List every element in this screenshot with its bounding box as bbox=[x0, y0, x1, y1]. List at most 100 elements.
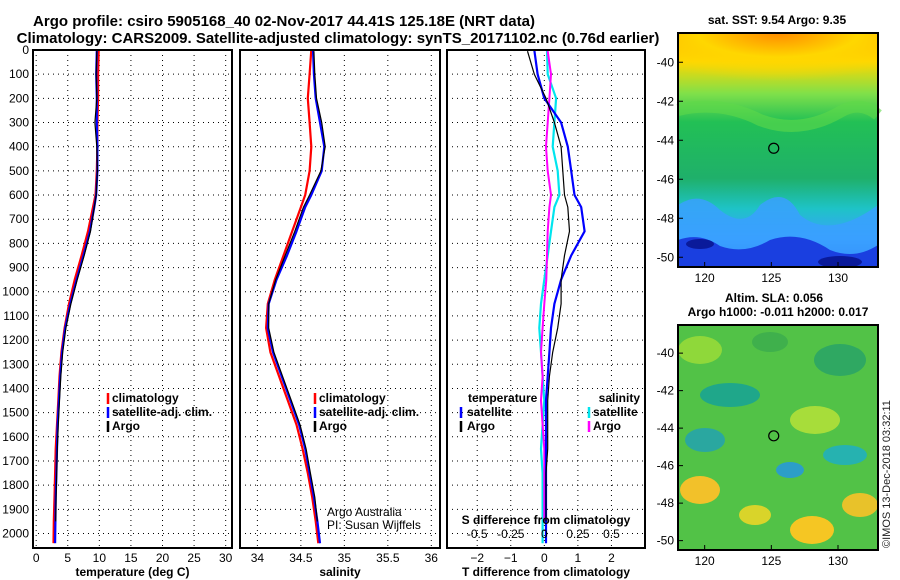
sst-map-title: sat. SST: 9.54 Argo: 9.35 bbox=[708, 13, 847, 27]
differences-s-xtick-label: 0 bbox=[541, 527, 548, 541]
salinity-xtick-label: 34.5 bbox=[289, 551, 313, 565]
sst-map-argo-position-marker bbox=[768, 142, 780, 154]
temperature-legend-label: Argo bbox=[112, 419, 140, 433]
sla-map-ytick-label: -44 bbox=[657, 421, 675, 435]
differences-s-xtick-label: -0.25 bbox=[497, 527, 525, 541]
differences-series-0 bbox=[538, 49, 561, 544]
temperature-ytick-label: 900 bbox=[9, 261, 29, 275]
sst-map-ytick-label: -44 bbox=[657, 133, 675, 147]
temperature-ytick-label: 1700 bbox=[2, 454, 29, 468]
temperature-ytick-label: 1500 bbox=[2, 406, 29, 420]
differences-xtick-label: 1 bbox=[575, 551, 582, 565]
temperature-ytick-label: 600 bbox=[9, 188, 29, 202]
difference-panel: −2 −1 0 1 2T difference from climatology S di… bbox=[446, 49, 646, 579]
salinity-frame bbox=[239, 49, 441, 549]
differences-series-3 bbox=[526, 51, 571, 522]
sst-map-xtick-label: 130 bbox=[828, 271, 848, 285]
sla-map-xtick-label: 130 bbox=[828, 554, 848, 568]
temperature-ytick-label: 1600 bbox=[2, 430, 29, 444]
salinity-xtick-label: 35 bbox=[338, 551, 352, 565]
sla-map-ytick-label: -50 bbox=[657, 534, 675, 548]
temperature-series-2 bbox=[55, 51, 99, 522]
salinity-series-0 bbox=[265, 49, 320, 544]
figure-title-line2: Climatology: CARS2009. Satellite-adjuste… bbox=[17, 30, 660, 47]
differences-xtick-label: 2 bbox=[608, 551, 615, 565]
temperature-series-1 bbox=[54, 49, 99, 544]
temperature-series-0 bbox=[52, 49, 100, 544]
temperature-xtick-label: 15 bbox=[124, 551, 138, 565]
sst-map-frame bbox=[677, 32, 879, 268]
sst-map-axes: 120 125 130 -40 -42 -44 -46 -48 -50 bbox=[657, 32, 879, 285]
sla-map-xtick-label: 120 bbox=[695, 554, 715, 568]
sla-map-ytick-label: -40 bbox=[657, 346, 675, 360]
sst-map-ytick-label: -50 bbox=[657, 250, 675, 264]
temperature-xtick-label: 0 bbox=[33, 551, 40, 565]
salinity-annotation: Argo Australia bbox=[327, 505, 402, 519]
salinity-xlabel: salinity bbox=[319, 565, 361, 579]
temperature-panel: 0 5 10 15 20 25 300100200300400500600700800900… bbox=[2, 43, 233, 579]
difference-legend-salinity-title: salinity bbox=[599, 391, 641, 405]
temperature-ytick-label: 500 bbox=[9, 164, 29, 178]
difference-legend-temperature-label: satellite bbox=[467, 405, 512, 419]
salinity-annotation: PI: Susan Wijffels bbox=[327, 518, 421, 532]
temperature-xtick-label: 30 bbox=[219, 551, 233, 565]
sla-map-ytick-label: -42 bbox=[657, 384, 675, 398]
differences-xtick-label: −2 bbox=[470, 551, 484, 565]
temperature-legend-label: satellite-adj. clim. bbox=[112, 405, 212, 419]
salinity-series-2 bbox=[268, 51, 326, 522]
salinity-legend-label: satellite-adj. clim. bbox=[319, 405, 419, 419]
temperature-xtick-label: 5 bbox=[64, 551, 71, 565]
temperature-ytick-label: 1900 bbox=[2, 502, 29, 516]
salinity-series-1 bbox=[266, 49, 326, 544]
difference-legend-salinity-label: satellite bbox=[593, 405, 638, 419]
sla-map-ytick-label: -46 bbox=[657, 459, 675, 473]
salinity-xtick-label: 35.5 bbox=[376, 551, 400, 565]
sst-map-ytick-label: -40 bbox=[657, 55, 675, 69]
difference-legend-temperature-title: temperature bbox=[468, 391, 538, 405]
temperature-ytick-label: 800 bbox=[9, 236, 29, 250]
temperature-legend-label: climatology bbox=[112, 391, 179, 405]
differences-xtick-label: 0 bbox=[541, 551, 548, 565]
sst-map-ytick-label: -48 bbox=[657, 211, 675, 225]
sla-map-title: Altim. SLA: 0.056 bbox=[725, 291, 823, 305]
sst-map-ytick-label: -46 bbox=[657, 172, 675, 186]
figure-title-line1: Argo profile: csiro 5905168_40 02-Nov-20… bbox=[33, 13, 535, 30]
temperature-ytick-label: 100 bbox=[9, 67, 29, 81]
sla-map-frame bbox=[677, 324, 879, 551]
temperature-ytick-label: 2000 bbox=[2, 526, 29, 540]
sla-map-axes: 120 125 130 -40 -42 -44 -46 -48 -50 bbox=[657, 324, 879, 568]
sla-map-ytick-label: -48 bbox=[657, 496, 675, 510]
temperature-xtick-label: 20 bbox=[156, 551, 170, 565]
temperature-xlabel: temperature (deg C) bbox=[75, 565, 189, 579]
differences-series-2 bbox=[533, 49, 586, 544]
salinity-xtick-label: 34 bbox=[251, 551, 265, 565]
temperature-xtick-label: 10 bbox=[93, 551, 107, 565]
temperature-ytick-label: 400 bbox=[9, 140, 29, 154]
imos-credit: ©IMOS 13-Dec-2018 03:32:11 bbox=[881, 400, 893, 548]
sst-map-xtick-label: 120 bbox=[695, 271, 715, 285]
differences-frame bbox=[446, 49, 646, 549]
temperature-xtick-label: 25 bbox=[187, 551, 201, 565]
differences-s-xlabel: S difference from climatology bbox=[462, 513, 631, 527]
differences-xlabel: T difference from climatology bbox=[462, 565, 630, 579]
salinity-panel: 34 34.5 35 35.5 36 salinity climatologysatelli… bbox=[239, 49, 441, 579]
temperature-ytick-label: 1800 bbox=[2, 478, 29, 492]
difference-legend-salinity-label: Argo bbox=[593, 419, 621, 433]
sst-map-ytick-label: -42 bbox=[657, 94, 675, 108]
temperature-ytick-label: 0 bbox=[22, 43, 29, 57]
temperature-ytick-label: 1300 bbox=[2, 357, 29, 371]
salinity-legend-label: Argo bbox=[319, 419, 347, 433]
sla-map-xtick-label: 125 bbox=[761, 554, 781, 568]
temperature-frame bbox=[32, 49, 233, 549]
sst-map-xtick-label: 125 bbox=[761, 271, 781, 285]
sla-map-argo-position-marker bbox=[768, 430, 780, 442]
differences-series-1 bbox=[540, 51, 552, 522]
differences-xtick-label: −1 bbox=[504, 551, 518, 565]
salinity-legend-label: climatology bbox=[319, 391, 386, 405]
temperature-ytick-label: 1000 bbox=[2, 285, 29, 299]
differences-s-xtick-label: -0.5 bbox=[467, 527, 488, 541]
differences-s-xtick-label: 0.25 bbox=[566, 527, 590, 541]
differences-s-xtick-label: 0.5 bbox=[603, 527, 620, 541]
